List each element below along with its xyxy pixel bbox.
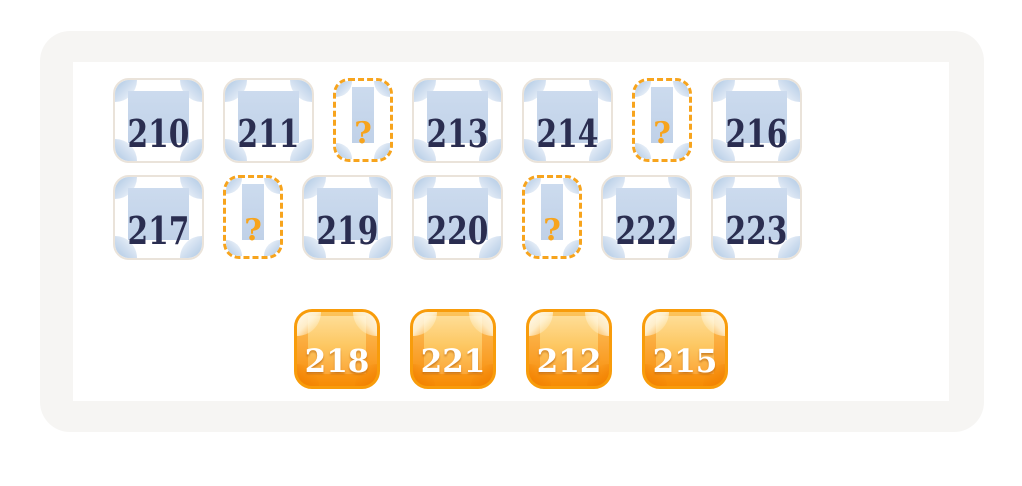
sequence-row-1: 210 211 ? 213	[113, 77, 802, 163]
game-panel: 210 211 ? 213	[40, 31, 984, 432]
corner-shade	[355, 364, 377, 386]
sequence-row-2: 217 ? 219 220	[113, 174, 802, 260]
question-mark: ?	[354, 116, 372, 151]
answer-slot-2[interactable]: ?	[632, 78, 692, 162]
answer-slot-1[interactable]: ?	[333, 78, 393, 162]
tile-pattern	[616, 187, 677, 240]
chip-number: 215	[652, 342, 718, 380]
corner-shine	[374, 143, 390, 159]
corner-shine	[563, 240, 579, 256]
chip-number: 212	[536, 342, 602, 380]
tile-number: 210	[127, 110, 190, 156]
chip-number: 218	[304, 342, 370, 380]
corner-shade	[703, 364, 725, 386]
question-mark: ?	[244, 213, 262, 248]
tile-pattern	[537, 90, 598, 143]
sequence-tile-216: 216	[711, 77, 802, 163]
tile-number: 217	[127, 207, 190, 253]
chip-number: 221	[420, 342, 486, 380]
tile-pattern	[317, 187, 378, 240]
slot-pattern	[242, 184, 264, 240]
tile-number: 223	[725, 207, 788, 253]
drag-tile-215[interactable]: 215	[642, 309, 728, 389]
sequence-tile-222: 222	[601, 174, 692, 260]
tile-pattern	[726, 187, 787, 240]
tile-number: 222	[615, 207, 678, 253]
game-board: 210 211 ? 213	[73, 62, 949, 401]
sequence-tile-220: 220	[412, 174, 503, 260]
sequence-tile-219: 219	[302, 174, 393, 260]
corner-shine	[374, 81, 390, 97]
tile-pattern	[427, 90, 488, 143]
corner-shine	[264, 240, 280, 256]
tile-number: 220	[426, 207, 489, 253]
sequence-grid: 210 211 ? 213	[113, 77, 802, 260]
sequence-tile-217: 217	[113, 174, 204, 260]
corner-shade	[471, 364, 493, 386]
answer-slot-3[interactable]: ?	[223, 175, 283, 259]
corner-shine	[264, 178, 280, 194]
drag-tile-212[interactable]: 212	[526, 309, 612, 389]
tile-number: 214	[536, 110, 599, 156]
tile-pattern	[427, 187, 488, 240]
tile-number: 219	[316, 207, 379, 253]
tile-pattern	[128, 187, 189, 240]
sequence-tile-223: 223	[711, 174, 802, 260]
corner-shine	[525, 178, 541, 194]
corner-shine	[563, 178, 579, 194]
drag-tile-221[interactable]: 221	[410, 309, 496, 389]
answer-slot-4[interactable]: ?	[522, 175, 582, 259]
tile-number: 213	[426, 110, 489, 156]
corner-shine	[635, 81, 651, 97]
tile-number: 211	[237, 110, 300, 156]
corner-shine	[336, 81, 352, 97]
slot-pattern	[541, 184, 563, 240]
slot-pattern	[651, 87, 673, 143]
corner-shine	[673, 81, 689, 97]
slot-pattern	[352, 87, 374, 143]
sequence-tile-213: 213	[412, 77, 503, 163]
answer-tray: 218 221 212 215	[73, 309, 949, 389]
corner-shine	[226, 178, 242, 194]
corner-shine	[673, 143, 689, 159]
sequence-tile-214: 214	[522, 77, 613, 163]
question-mark: ?	[543, 213, 561, 248]
tile-pattern	[238, 90, 299, 143]
corner-shade	[587, 364, 609, 386]
sequence-tile-210: 210	[113, 77, 204, 163]
question-mark: ?	[653, 116, 671, 151]
tile-number: 216	[725, 110, 788, 156]
tile-pattern	[128, 90, 189, 143]
tile-pattern	[726, 90, 787, 143]
sequence-tile-211: 211	[223, 77, 314, 163]
drag-tile-218[interactable]: 218	[294, 309, 380, 389]
